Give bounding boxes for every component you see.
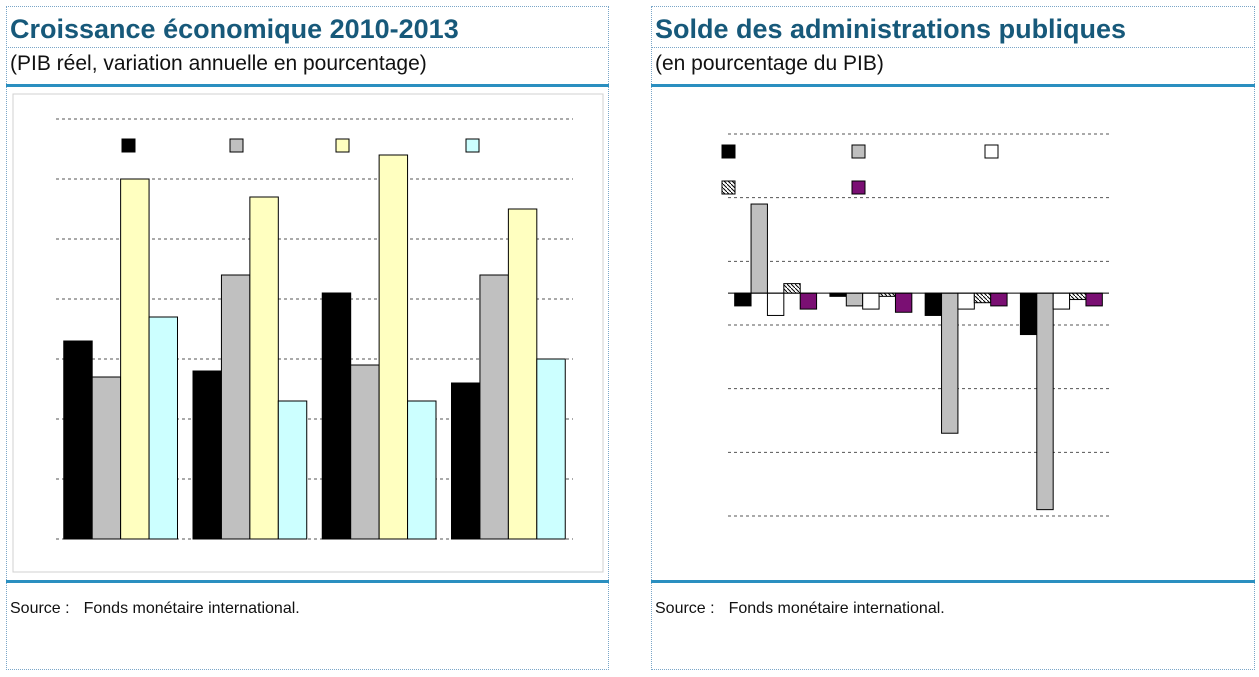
bar-tunisie-2014 xyxy=(990,292,1008,307)
source-label: Source : xyxy=(655,600,715,617)
balance-chart xyxy=(721,133,1109,517)
legend-swatch-tunisie xyxy=(465,138,480,153)
growth-panel: Croissance économique 2010-2013 (PIB rée… xyxy=(6,6,609,670)
bar-tunisie-2014 xyxy=(407,400,437,540)
bar-mauritanie-2012 xyxy=(783,283,801,294)
legend-swatch-algerie xyxy=(721,144,736,159)
title-divider xyxy=(6,47,609,48)
source-note: Source : Fonds monétaire international. xyxy=(10,600,300,618)
bar-maroc-2015 xyxy=(479,274,509,540)
header-rule xyxy=(651,84,1255,87)
source-note: Source : Fonds monétaire international. xyxy=(655,600,945,618)
panel-border xyxy=(6,6,609,670)
footer-rule xyxy=(6,580,609,583)
chart-title: Croissance économique 2010-2013 xyxy=(10,14,459,44)
title-divider xyxy=(651,47,1255,48)
bar-mauritanie-2012 xyxy=(120,178,150,540)
bar-algerie-2015 xyxy=(1019,292,1038,336)
bar-algerie-2012 xyxy=(63,340,93,540)
bar-maroc-2012 xyxy=(91,376,122,540)
footer-rule xyxy=(651,580,1255,583)
bar-libye-2013 xyxy=(845,292,864,307)
chart-subtitle: (PIB réel, variation annuelle en pourcen… xyxy=(10,52,427,75)
bar-libye-2015 xyxy=(1036,292,1054,511)
growth-chart xyxy=(12,93,604,573)
source-text: Fonds monétaire international. xyxy=(83,600,300,617)
bar-mauritanie-2014 xyxy=(973,292,992,304)
source-text: Fonds monétaire international. xyxy=(728,600,945,617)
source-label: Source : xyxy=(10,600,70,617)
bar-maroc-2014 xyxy=(957,292,975,310)
header-rule xyxy=(6,84,609,87)
bar-tunisie-2015 xyxy=(1085,292,1103,307)
balance-panel: Solde des administrations publiques (en … xyxy=(651,6,1255,670)
bar-algerie-2015 xyxy=(451,382,481,540)
legend-swatch-mauritanie xyxy=(721,180,736,195)
bar-maroc-2013 xyxy=(220,274,251,540)
bar-mauritanie-2014 xyxy=(378,154,409,540)
legend-swatch-maroc xyxy=(229,138,244,153)
bar-maroc-2015 xyxy=(1052,292,1071,310)
bar-tunisie-2015 xyxy=(536,358,566,540)
plot-frame xyxy=(12,93,604,573)
bar-mauritanie-2015 xyxy=(1069,292,1087,301)
legend-swatch-algerie xyxy=(121,138,136,153)
bar-algerie-2014 xyxy=(321,292,352,540)
bar-algerie-2012 xyxy=(734,292,752,307)
bar-algerie-2014 xyxy=(924,292,943,316)
bar-tunisie-2013 xyxy=(277,400,308,540)
chart-subtitle: (en pourcentage du PIB) xyxy=(655,52,884,75)
bar-libye-2014 xyxy=(941,292,959,434)
bar-libye-2012 xyxy=(750,203,768,294)
panel-border xyxy=(651,6,1255,670)
legend-swatch-libye xyxy=(851,144,866,159)
legend-swatch-mauritanie xyxy=(335,138,350,153)
bar-algerie-2013 xyxy=(192,370,222,540)
bar-maroc-2014 xyxy=(350,364,380,540)
bar-mauritanie-2015 xyxy=(507,208,538,540)
bar-tunisie-2012 xyxy=(799,292,818,310)
chart-title: Solde des administrations publiques xyxy=(655,14,1127,44)
legend-swatch-tunisie xyxy=(851,180,866,195)
bar-maroc-2013 xyxy=(862,292,880,310)
bar-tunisie-2013 xyxy=(894,292,913,313)
bar-maroc-2012 xyxy=(766,292,785,316)
legend-swatch-maroc xyxy=(984,144,999,159)
bar-mauritanie-2013 xyxy=(249,196,279,540)
bar-tunisie-2012 xyxy=(148,316,178,540)
